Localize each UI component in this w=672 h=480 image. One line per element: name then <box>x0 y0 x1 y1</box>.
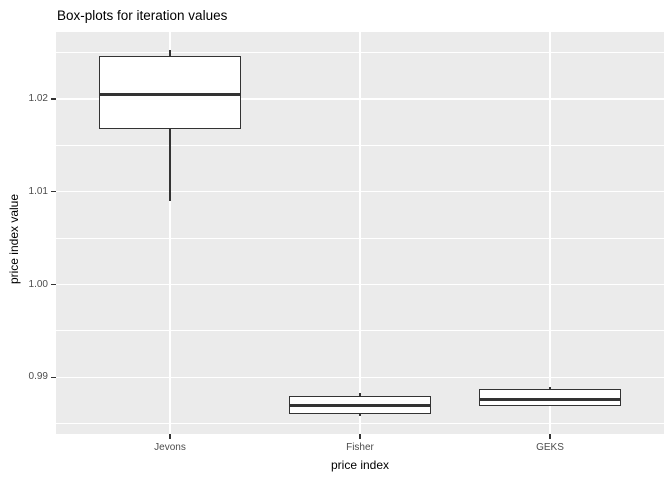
gridline-major-v <box>549 32 551 434</box>
boxplot-whisker-upper-geks <box>549 386 551 390</box>
y-tick-label: 1.01 <box>28 185 48 197</box>
x-tick-label: GEKS <box>536 442 564 453</box>
x-tick-label: Jevons <box>154 442 186 453</box>
plot-title: Box-plots for iteration values <box>57 8 228 23</box>
x-tick-label: Fisher <box>346 442 374 453</box>
boxplot-median-geks <box>478 398 622 402</box>
plot-panel <box>56 32 664 434</box>
y-tick-mark <box>51 376 56 379</box>
y-tick-label: 1.00 <box>28 278 48 290</box>
boxplot-whisker-upper-fisher <box>359 393 361 396</box>
y-tick-mark <box>51 98 56 100</box>
y-tick-label: 1.02 <box>28 92 48 104</box>
gridline-major-v <box>359 32 361 434</box>
x-tick-mark <box>169 434 171 439</box>
boxplot-whisker-lower-jevons <box>169 129 171 201</box>
x-tick-mark <box>359 434 361 439</box>
y-tick-mark <box>51 190 56 193</box>
gridline-major-v <box>169 32 171 434</box>
x-tick-mark <box>549 434 551 439</box>
x-axis-title: price index <box>330 458 390 472</box>
boxplot-whisker-upper-jevons <box>169 49 171 57</box>
y-tick-mark <box>51 283 56 286</box>
y-tick-label: 0.99 <box>28 371 48 383</box>
boxplot-median-jevons <box>98 92 242 96</box>
y-axis-title: price index value <box>7 193 21 285</box>
boxplot-box-geks <box>478 389 622 407</box>
boxplot-whisker-lower-fisher <box>359 413 361 417</box>
boxplot-median-fisher <box>288 403 432 407</box>
